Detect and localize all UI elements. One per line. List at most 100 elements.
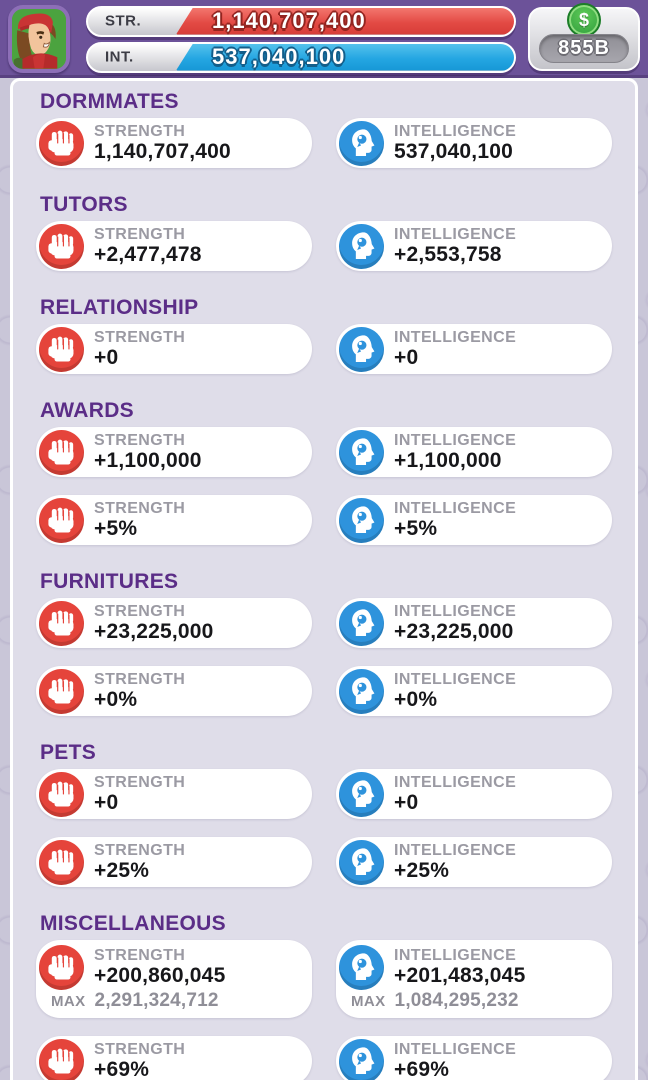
card-top: STRENGTH 1,140,707,400 [39,119,302,167]
section-title: AWARDS [40,399,134,422]
stat-row: STRENGTH +0 INTELLIGENCE +0 [36,324,612,374]
card-top: INTELLIGENCE +25% [339,838,602,886]
stat-row: STRENGTH +0 INTELLIGENCE +0 [36,769,612,819]
strength-stat-card: STRENGTH +5% [36,495,312,545]
avatar[interactable] [8,5,70,73]
strength-bar: STR. 1,140,707,400 [86,5,516,37]
stat-row: STRENGTH 1,140,707,400 INTELLIGENCE 537,04… [36,118,612,168]
card-text: INTELLIGENCE +1,100,000 [394,432,516,472]
section-title: MISCELLANEOUS [40,912,226,935]
stat-section: TUTORS STRENGTH +2,477,478 INTELLIGENCE +2… [36,194,612,271]
money-amount: 855B [558,37,610,59]
header: STR. 1,140,707,400 INT. 537,040,100 $ 85… [0,0,648,78]
card-text: INTELLIGENCE +0 [394,329,516,369]
stat-value: +2,477,478 [94,243,202,266]
card-text: STRENGTH +0 [94,329,185,369]
card-text: STRENGTH +200,860,045 [94,947,225,987]
stat-value: +0 [394,346,419,369]
strength-bar-value: 1,140,707,400 [212,8,366,33]
intelligence-head-icon [339,497,384,543]
card-top: INTELLIGENCE +1,100,000 [339,428,602,476]
max-label: MAX [351,993,386,1010]
stat-label: STRENGTH [94,123,186,140]
card-top: INTELLIGENCE +201,483,045 [339,943,602,991]
max-row: MAX 2,291,324,712 [39,990,302,1012]
card-text: INTELLIGENCE +201,483,045 [394,947,525,987]
card-top: INTELLIGENCE +0 [339,325,602,373]
money-pill: 855B [539,34,629,63]
intelligence-bar-value: 537,040,100 [212,44,346,69]
dollar-coin-icon: $ [567,3,601,37]
intelligence-head-icon [339,326,384,372]
stat-label: INTELLIGENCE [394,603,517,620]
card-top: STRENGTH +0% [39,667,302,715]
strength-fist-icon [39,668,84,714]
stat-value: +5% [394,517,438,540]
stat-section: DORMMATES STRENGTH 1,140,707,400 INTELLIG… [36,91,612,168]
stat-value: +1,100,000 [394,449,502,472]
intelligence-stat-card: INTELLIGENCE +5% [336,495,612,545]
stat-row: STRENGTH +23,225,000 INTELLIGENCE +23,225,… [36,598,612,648]
stat-value: +200,860,045 [94,964,226,987]
card-top: STRENGTH +25% [39,838,302,886]
stat-row: STRENGTH +2,477,478 INTELLIGENCE +2,553,75… [36,221,612,271]
card-top: INTELLIGENCE +0 [339,770,602,818]
stat-value: +69% [94,1058,150,1080]
stat-value: +0% [94,688,138,711]
stat-label: INTELLIGENCE [394,226,517,243]
stat-label: INTELLIGENCE [394,774,517,791]
card-text: STRENGTH 1,140,707,400 [94,123,231,163]
stat-label: INTELLIGENCE [394,432,517,449]
strength-stat-card: STRENGTH +25% [36,837,312,887]
section-title: FURNITURES [40,570,179,593]
strength-stat-card: STRENGTH +23,225,000 [36,598,312,648]
stat-section: AWARDS STRENGTH +1,100,000 INTELLIGENCE +1… [36,400,612,545]
intelligence-stat-card: INTELLIGENCE +1,100,000 [336,427,612,477]
intelligence-bar: INT. 537,040,100 [86,41,516,73]
stat-value: +0 [94,791,119,814]
stat-label: STRENGTH [94,226,186,243]
card-top: INTELLIGENCE +69% [339,1037,602,1080]
stat-section: PETS STRENGTH +0 INTELLIGENCE +0 STRENGTH +… [36,742,612,887]
card-text: INTELLIGENCE +25% [394,842,516,882]
money-badge[interactable]: $ 855B [528,3,640,71]
card-text: INTELLIGENCE +0 [394,774,516,814]
stat-label: INTELLIGENCE [394,329,517,346]
strength-fist-icon [39,944,84,990]
card-top: INTELLIGENCE +2,553,758 [339,222,602,270]
card-top: STRENGTH +0 [39,770,302,818]
stat-label: STRENGTH [94,774,186,791]
stat-label: INTELLIGENCE [394,947,517,964]
intelligence-stat-card: INTELLIGENCE +25% [336,837,612,887]
section-title: PETS [40,741,97,764]
stat-row: STRENGTH +0% INTELLIGENCE +0% [36,666,612,716]
card-text: STRENGTH +2,477,478 [94,226,202,266]
stat-row: STRENGTH +1,100,000 INTELLIGENCE +1,100,00… [36,427,612,477]
stat-value: +2,553,758 [394,243,502,266]
stat-label: STRENGTH [94,842,186,859]
stat-label: INTELLIGENCE [394,123,517,140]
card-text: INTELLIGENCE +2,553,758 [394,226,516,266]
card-text: STRENGTH +0 [94,774,185,814]
stat-value: 1,140,707,400 [94,140,231,163]
strength-fist-icon [39,223,84,269]
card-top: STRENGTH +200,860,045 [39,943,302,991]
stat-value: +0 [94,346,119,369]
stat-value: +0 [394,791,419,814]
strength-stat-card: STRENGTH +69% [36,1036,312,1080]
card-top: STRENGTH +2,477,478 [39,222,302,270]
max-row: MAX 1,084,295,232 [339,990,602,1012]
card-text: STRENGTH +23,225,000 [94,603,214,643]
stat-row: STRENGTH +69% INTELLIGENCE +69% [36,1036,612,1080]
card-top: INTELLIGENCE +5% [339,496,602,544]
card-text: STRENGTH +25% [94,842,185,882]
stat-row: STRENGTH +5% INTELLIGENCE +5% [36,495,612,545]
intelligence-head-icon [339,1038,384,1080]
strength-stat-card: STRENGTH +0 [36,324,312,374]
card-text: INTELLIGENCE +23,225,000 [394,603,516,643]
stats-panel[interactable]: DORMMATES STRENGTH 1,140,707,400 INTELLIG… [10,78,638,1080]
strength-stat-card: STRENGTH +200,860,045 MAX 2,291,324,712 [36,940,312,1018]
section-title: TUTORS [40,193,128,216]
strength-bar-label: STR. [105,12,142,30]
